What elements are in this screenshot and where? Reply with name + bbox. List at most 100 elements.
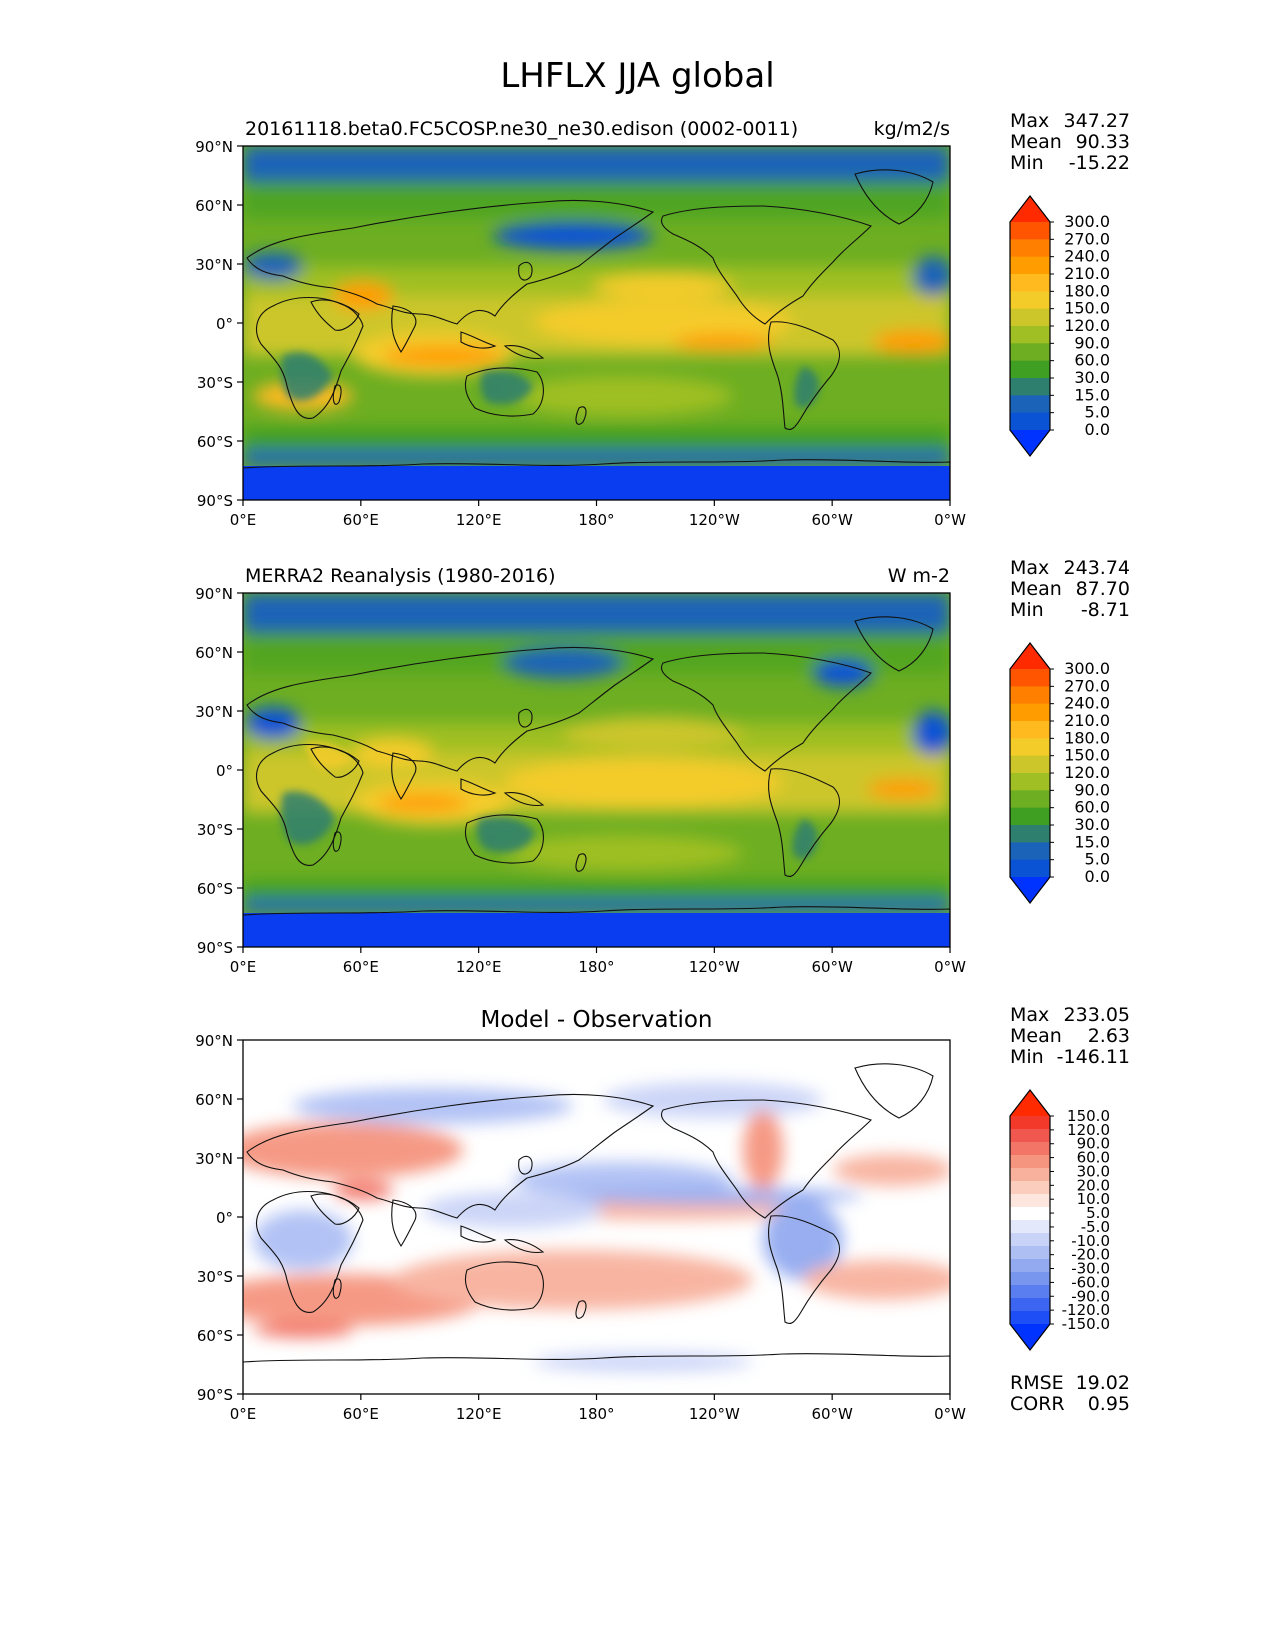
colorbar-segment (1010, 1142, 1050, 1156)
lat-tick-label: 60°S (197, 1327, 233, 1345)
stat-min: Min -8.71 (1010, 599, 1130, 621)
stat-value: 233.05 (1063, 1004, 1130, 1026)
colorbar-level-label: 150.0 (1067, 1107, 1110, 1125)
stat-label: Min (1010, 152, 1044, 174)
colorbar-level-label: 240.0 (1064, 247, 1110, 266)
colorbar-level-label: -150.0 (1062, 1315, 1110, 1333)
colorbar-segment (1010, 669, 1050, 687)
colorbar-segment (1010, 790, 1050, 809)
colorbar-segment (1010, 842, 1050, 861)
colorbar-extend-bottom (1010, 877, 1050, 903)
lon-tick-label: 120°W (689, 1405, 740, 1423)
lat-tick-label: 90°S (197, 939, 233, 957)
colorbar-level-label: 10.0 (1077, 1190, 1110, 1208)
colorbar-level-label: 0.0 (1085, 420, 1110, 439)
colorbar-segment (1010, 1298, 1050, 1312)
colorbar-segment (1010, 412, 1050, 431)
stat-mean: Mean 87.70 (1010, 578, 1130, 600)
colorbar-level-label: 120.0 (1067, 1121, 1110, 1139)
lat-tick-label: 90°N (195, 138, 233, 156)
colorbar-extend-bottom (1010, 1324, 1050, 1350)
lon-tick-label: 0°W (934, 1405, 966, 1423)
lon-tick-label: 180° (578, 1405, 614, 1423)
lat-tick-label: 60°N (195, 644, 233, 662)
colorbar-segment (1010, 1285, 1050, 1299)
lon-tick-label: 120°E (456, 511, 502, 529)
stat-mean: Mean 2.63 (1010, 1025, 1130, 1047)
stat-min: Min -146.11 (1010, 1046, 1130, 1068)
lon-tick-label: 60°W (811, 1405, 853, 1423)
lat-tick-label: 90°N (195, 1032, 233, 1050)
colorbar-segment (1010, 1311, 1050, 1325)
lat-tick-label: 30°N (195, 1150, 233, 1168)
colorbar-segment (1010, 1155, 1050, 1169)
colorbar-segment (1010, 1220, 1050, 1234)
colorbar-level-label: 240.0 (1064, 694, 1110, 713)
lat-tick-label: 30°S (197, 1268, 233, 1286)
panel-1-units: kg/m2/s (873, 118, 950, 140)
colorbar-segment (1010, 256, 1050, 275)
colorbar-level-label: -90.0 (1071, 1287, 1110, 1305)
stat-max: Max 243.74 (1010, 557, 1130, 579)
colorbar-segment (1010, 738, 1050, 757)
colorbar-level-label: 5.0 (1086, 1204, 1110, 1222)
colorbar-level-label: 60.0 (1077, 1149, 1110, 1167)
colorbar-level-label: -30.0 (1071, 1260, 1110, 1278)
colorbar-level-label: 20.0 (1077, 1176, 1110, 1194)
stat-value: -15.22 (1068, 152, 1130, 174)
lat-tick-label: 60°S (197, 880, 233, 898)
panel-3-title: Model - Observation (480, 1007, 713, 1033)
colorbar-level-label: 150.0 (1064, 299, 1110, 318)
colorbar-level-label: 60.0 (1074, 798, 1110, 817)
colorbar-segment (1010, 308, 1050, 327)
colorbar-segment (1010, 343, 1050, 362)
panel-2-units: W m-2 (887, 565, 950, 587)
colorbar-segment (1010, 721, 1050, 739)
colorbar-level-label: -10.0 (1071, 1232, 1110, 1250)
lat-tick-label: 60°S (197, 433, 233, 451)
colorbar-segment (1010, 378, 1050, 396)
stat-min: Min -15.22 (1010, 152, 1130, 174)
colorbar-segment (1010, 1246, 1050, 1260)
lat-tick-label: 30°N (195, 256, 233, 274)
figure-title: LHFLX JJA global (500, 56, 775, 96)
stat-value: 2.63 (1087, 1025, 1130, 1047)
lon-tick-label: 0°W (934, 958, 966, 976)
colorbar-level-label: 0.0 (1085, 867, 1110, 886)
stat-max: Max 347.27 (1010, 110, 1130, 132)
lon-tick-label: 120°E (456, 958, 502, 976)
panel-1-map (243, 146, 950, 500)
colorbar-level-label: -5.0 (1081, 1218, 1110, 1236)
colorbar-segment (1010, 859, 1050, 878)
colorbar-level-label: 15.0 (1074, 385, 1110, 404)
colorbar-segment (1010, 807, 1050, 826)
lon-tick-label: 0°E (230, 958, 257, 976)
stat-rmse: RMSE 19.02 (1010, 1372, 1130, 1394)
colorbar-segment (1010, 326, 1050, 344)
colorbar-segment (1010, 1233, 1050, 1247)
lon-tick-label: 180° (578, 511, 614, 529)
colorbar-segment (1010, 1272, 1050, 1286)
colorbar-level-label: 60.0 (1074, 351, 1110, 370)
colorbar-level-label: 90.0 (1074, 333, 1110, 352)
stat-value: 90.33 (1075, 131, 1130, 153)
colorbar-level-label: 30.0 (1077, 1162, 1110, 1180)
panel-1-title-left: 20161118.beta0.FC5COSP.ne30_ne30.edison … (245, 118, 799, 140)
stat-value: 347.27 (1063, 110, 1130, 132)
lat-tick-label: 90°S (197, 492, 233, 510)
colorbar-level-label: -120.0 (1062, 1301, 1110, 1319)
colorbar-segment (1010, 1181, 1050, 1195)
stat-value: 87.70 (1075, 578, 1130, 600)
colorbar-level-label: 120.0 (1064, 763, 1110, 782)
lat-tick-label: 0° (216, 762, 233, 780)
lat-tick-label: 60°N (195, 1091, 233, 1109)
colorbar-level-label: 90.0 (1074, 780, 1110, 799)
panel-2-title-left: MERRA2 Reanalysis (1980-2016) (245, 565, 556, 587)
stat-label: Mean (1010, 131, 1062, 153)
colorbar-segment (1010, 1116, 1050, 1130)
colorbar-segment (1010, 274, 1050, 292)
lon-tick-label: 0°W (934, 511, 966, 529)
colorbar-level-label: 120.0 (1064, 316, 1110, 335)
stat-label: Max (1010, 557, 1050, 579)
panel-2-map (243, 593, 950, 947)
